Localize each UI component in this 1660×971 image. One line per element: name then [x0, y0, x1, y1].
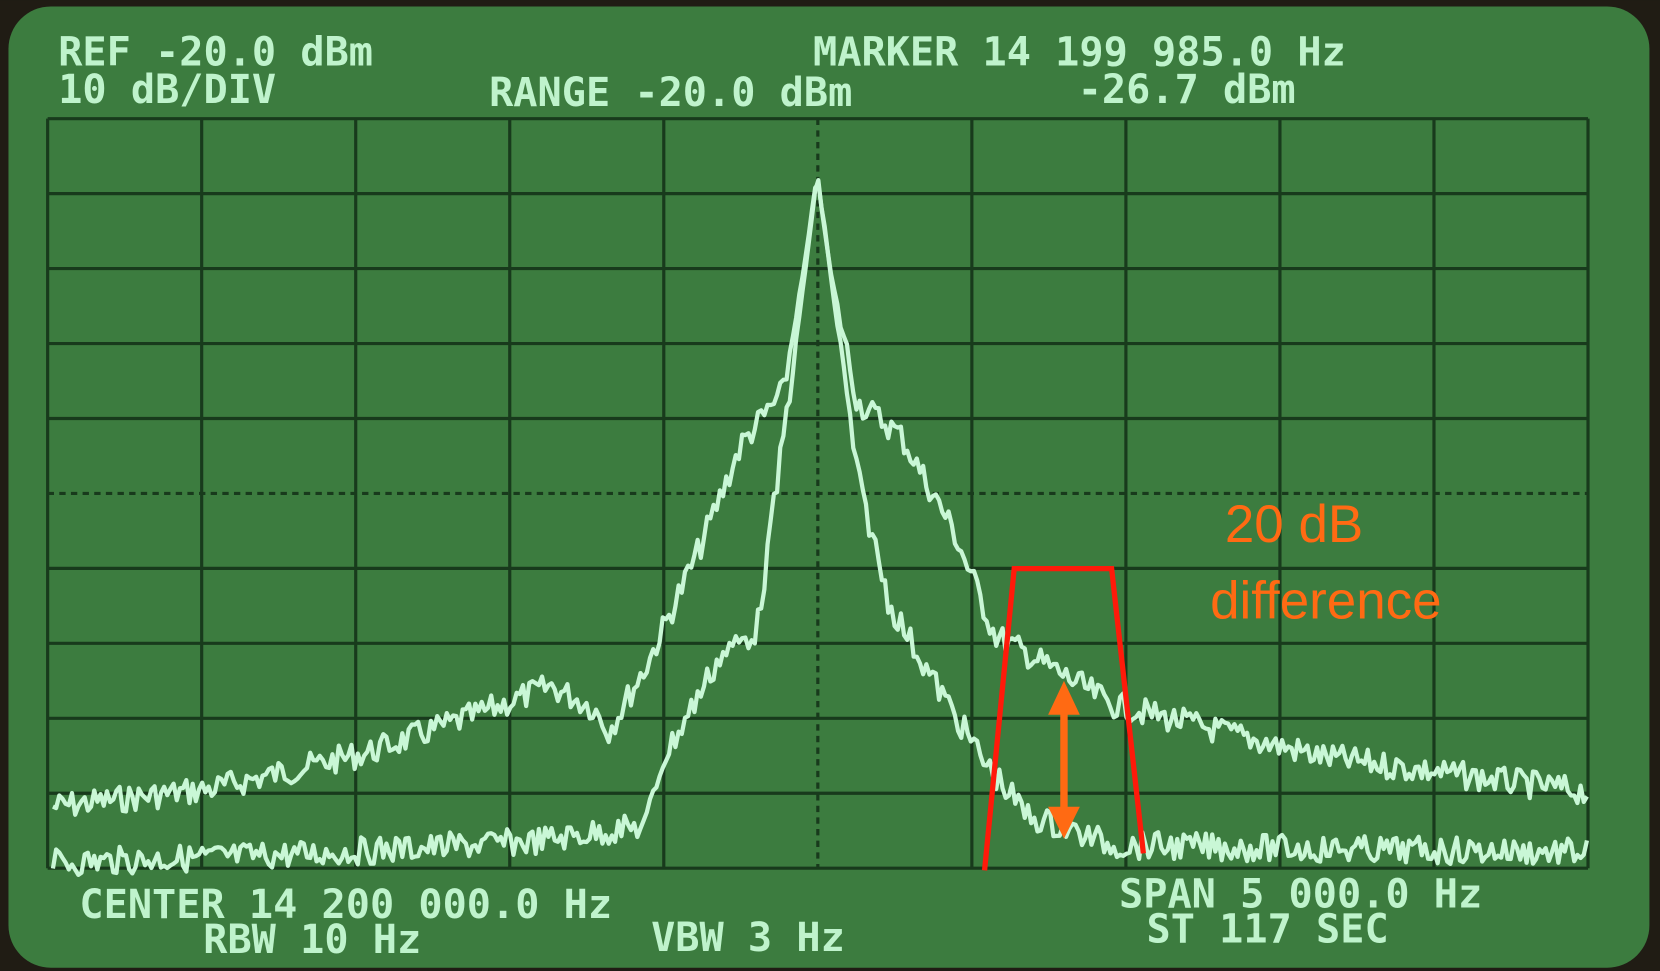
span: SPAN 5 000.0 Hz: [1119, 871, 1482, 917]
annotation-line2: difference: [1210, 571, 1441, 630]
arrow-heads: [1048, 680, 1080, 839]
sweep-time: ST 117 SEC: [1147, 906, 1389, 952]
vbw: VBW 3 Hz: [651, 915, 845, 961]
marker-level: -26.7 dBm: [1078, 67, 1296, 113]
rbw: RBW 10 Hz: [203, 917, 421, 963]
traces: [50, 178, 1590, 877]
marker-frequency: MARKER 14 199 985.0 Hz: [813, 30, 1346, 76]
screen: [8, 6, 1650, 968]
center-frequency: CENTER 14 200 000.0 Hz: [79, 882, 612, 928]
annotation-line1: 20 dB: [1225, 495, 1363, 554]
scale: 10 dB/DIV: [58, 67, 276, 113]
graticule: [46, 117, 1590, 870]
ref-level: REF -20.0 dBm: [58, 30, 373, 76]
range: RANGE -20.0 dBm: [489, 70, 852, 116]
filter-outline: [981, 565, 1146, 871]
spectrum-trace: [50, 178, 1590, 877]
